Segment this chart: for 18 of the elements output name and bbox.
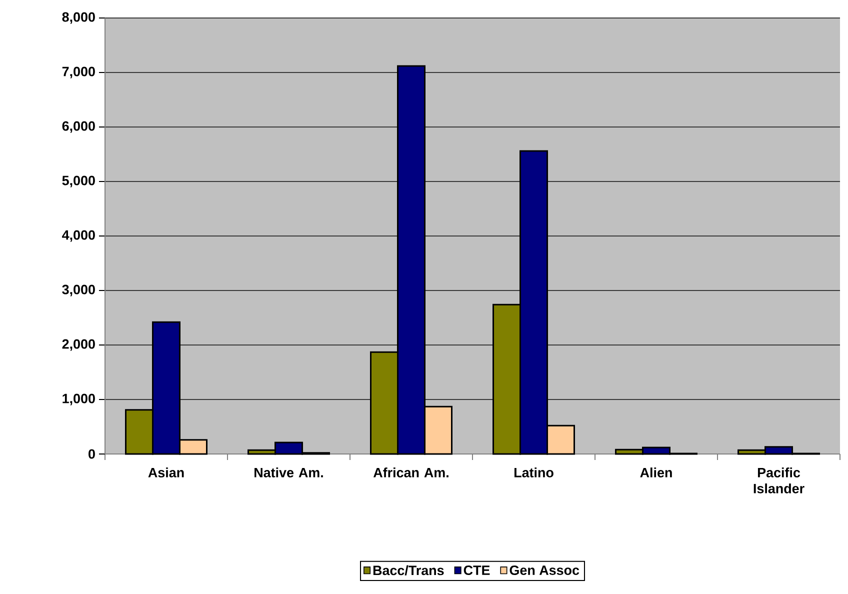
x-tick-label: Latino [514, 468, 554, 478]
y-tick-label: 1,000 [62, 394, 95, 406]
y-tick-label: 2,000 [62, 339, 95, 351]
y-tick-label: 6,000 [62, 121, 95, 133]
y-tick-label: 0 [88, 449, 95, 459]
legend-label: Gen Assoc [510, 565, 580, 575]
y-tick-label: 7,000 [62, 66, 95, 78]
x-tick-label: Alien [640, 468, 672, 478]
x-tick-label: Asian [148, 468, 184, 478]
y-tick-label: 4,000 [62, 230, 95, 242]
legend-label: Bacc/Trans [373, 565, 444, 576]
x-tick-label: African Am. [373, 468, 448, 478]
x-tick-label: Native Am. [254, 468, 323, 478]
y-tick-label: 5,000 [62, 176, 95, 188]
x-tick-label: Pacific Islander [754, 468, 804, 494]
y-tick-label: 3,000 [62, 284, 95, 296]
y-tick-label: 8,000 [62, 12, 95, 24]
legend-label: CTE [464, 565, 490, 575]
